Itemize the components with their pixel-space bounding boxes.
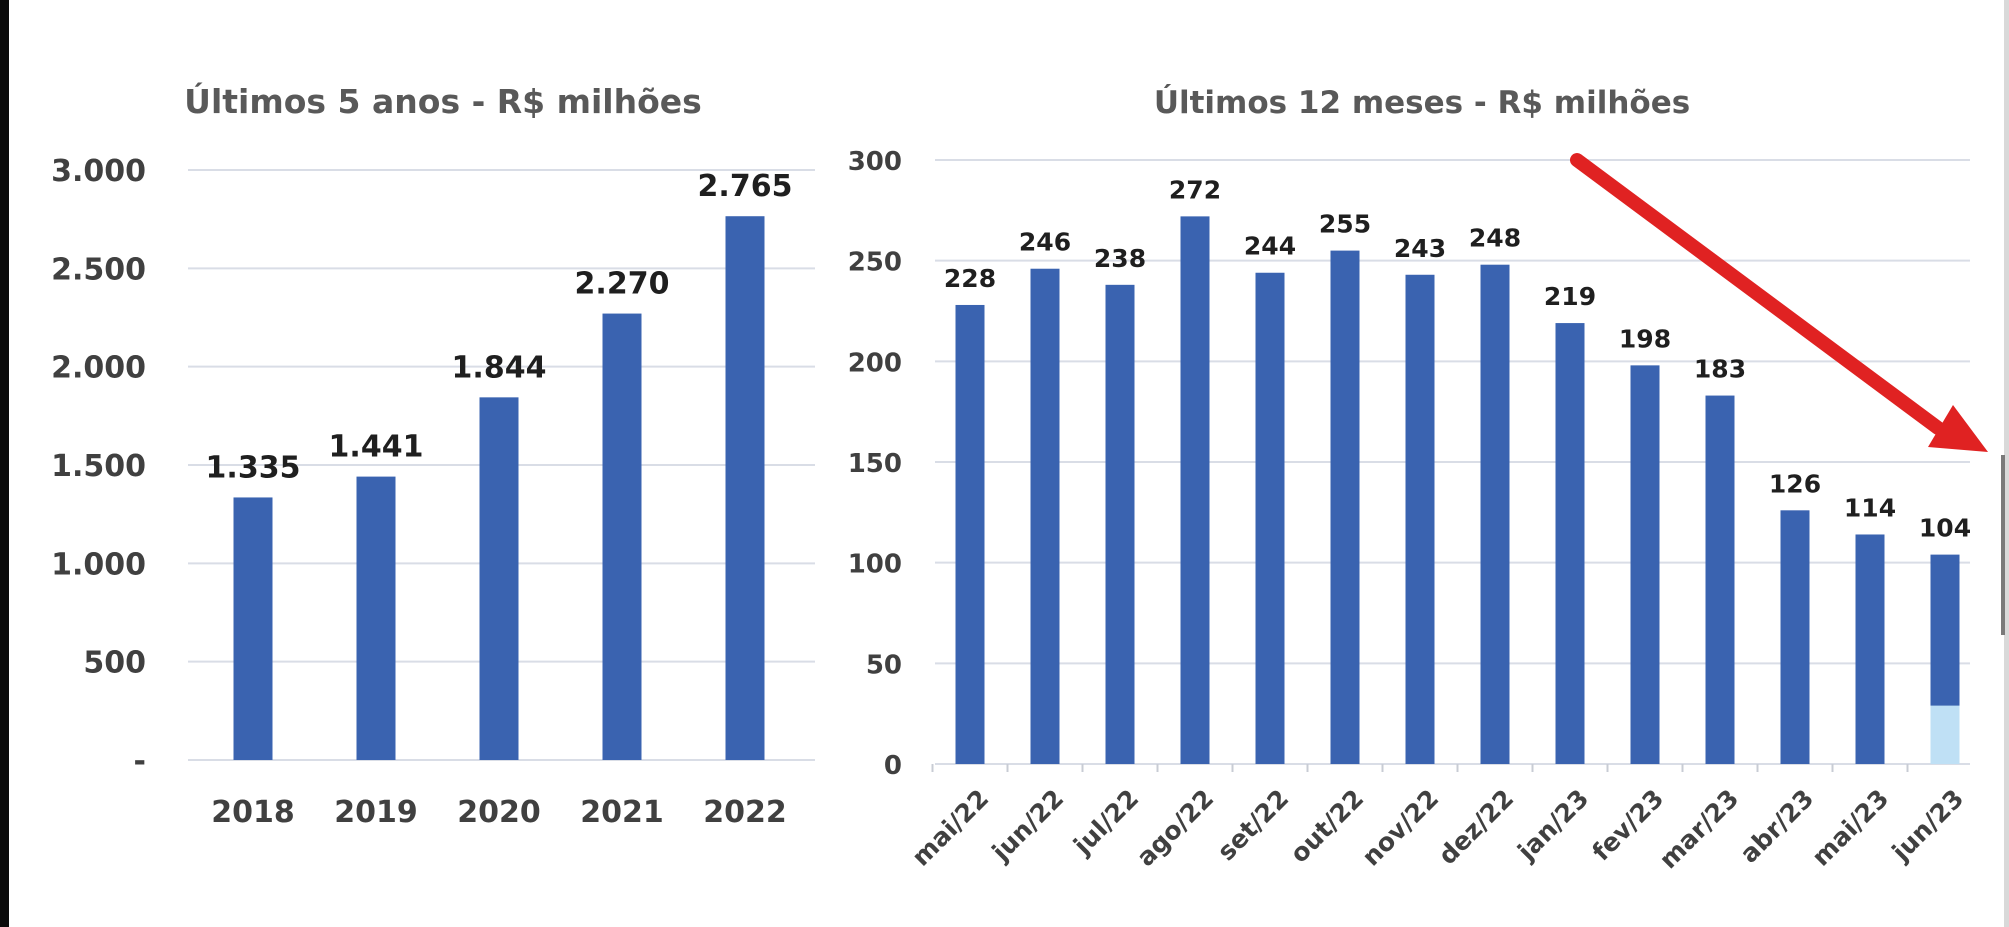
chart1-bar	[725, 216, 765, 760]
chart2-bar	[1705, 395, 1735, 764]
chart2-bar	[1030, 268, 1060, 764]
chart2-data-label: 244	[1244, 232, 1296, 261]
chart2-x-axis: mai/22jun/22jul/22ago/22set/22out/22nov/…	[906, 764, 1969, 874]
chart1-x-tick-label: 2018	[211, 795, 295, 830]
chart2-bar	[1105, 284, 1135, 764]
chart2-data-label: 228	[944, 264, 996, 293]
chart2-bar	[1255, 272, 1285, 764]
chart2-y-tick-label: 250	[848, 248, 902, 278]
chart2-bar	[1480, 264, 1510, 764]
chart2-x-tick-label: mai/23	[1806, 784, 1894, 872]
chart2-y-tick-label: 200	[848, 348, 902, 378]
chart1-bar	[233, 497, 273, 760]
chart1-title: Últimos 5 anos - R$ milhões	[184, 81, 702, 121]
chart2-bar	[1555, 323, 1585, 764]
chart2-y-axis: 0 50 100 150 200 250 300	[848, 147, 902, 781]
chart2-x-tick-label: out/22	[1284, 784, 1369, 869]
chart2-data-label: 219	[1544, 282, 1596, 311]
chart2-data-label: 126	[1769, 469, 1821, 498]
chart1-y-tick-label: 2.000	[51, 351, 146, 386]
chart2-data-label: 238	[1094, 244, 1146, 273]
chart1-x-axis: 2018 2019 2020 2021 2022	[211, 795, 787, 830]
chart2-title: Últimos 12 meses - R$ milhões	[1154, 84, 1690, 121]
chart2-data-label: 183	[1694, 355, 1746, 384]
chart2-gridlines	[935, 159, 1970, 765]
chart2-data-label: 255	[1319, 210, 1371, 239]
chart1-data-label: 2.765	[698, 169, 793, 204]
chart1-y-tick-label: -	[134, 744, 146, 779]
chart1-bar	[479, 397, 519, 760]
chart2-x-tick-label: jan/23	[1511, 784, 1594, 867]
chart2-x-tick-label: set/22	[1212, 784, 1295, 867]
chart2-data-label: 246	[1019, 228, 1071, 257]
chart1-y-tick-label: 3.000	[51, 154, 146, 189]
chart1-data-label: 1.441	[329, 430, 424, 465]
chart2-bar	[955, 304, 985, 764]
chart2-x-tick-label: mai/22	[906, 784, 994, 872]
chart-last-12-months: Últimos 12 meses - R$ milhões 0 50 100 150 2…	[848, 84, 1971, 874]
chart1-x-tick-label: 2022	[703, 795, 787, 830]
chart2-bars	[955, 216, 1960, 765]
right-edge-border	[2004, 0, 2009, 927]
chart1-y-axis: - 500 1.000 1.500 2.000 2.500 3.000	[51, 154, 146, 779]
red-trend-arrow	[1570, 153, 1988, 452]
arrow-shaft	[1570, 153, 1945, 435]
chart1-data-labels: 1.335 1.441 1.844 2.270 2.765	[206, 169, 793, 485]
chart2-data-label: 114	[1844, 493, 1896, 522]
chart2-data-label: 243	[1394, 234, 1446, 263]
chart2-data-label: 248	[1469, 224, 1521, 253]
chart2-bar	[1405, 274, 1435, 764]
chart1-bar	[356, 476, 396, 760]
chart2-y-tick-label: 150	[848, 449, 902, 479]
chart2-y-tick-label: 300	[848, 147, 902, 177]
chart2-bar	[1630, 365, 1660, 764]
chart1-y-tick-label: 1.500	[51, 449, 146, 484]
chart2-bar	[1780, 510, 1810, 764]
chart-last-5-years: Últimos 5 anos - R$ milhões - 500 1.000 1.5…	[51, 81, 815, 830]
arrow-head	[1928, 405, 1988, 452]
chart2-bar	[1855, 534, 1885, 764]
chart2-y-tick-label: 100	[848, 550, 902, 580]
chart1-x-tick-label: 2020	[457, 795, 541, 830]
chart2-x-tick-label: jun/23	[1886, 784, 1970, 868]
chart2-data-label: 198	[1619, 324, 1671, 353]
side-panel-edge	[2001, 455, 2005, 635]
chart1-data-label: 2.270	[575, 267, 670, 302]
chart2-y-tick-label: 50	[866, 650, 902, 680]
chart2-x-tick-label: abr/23	[1734, 784, 1819, 869]
chart2-x-tick-label: ago/22	[1131, 784, 1219, 872]
chart2-x-tick-label: mar/23	[1654, 784, 1745, 875]
chart1-data-label: 1.335	[206, 450, 301, 485]
chart2-bar	[1180, 216, 1210, 764]
chart1-data-label: 1.844	[452, 350, 547, 385]
chart1-y-tick-label: 1.000	[51, 547, 146, 582]
chart1-bar	[602, 313, 642, 760]
chart2-data-label: 272	[1169, 175, 1221, 204]
chart2-x-tick-label: jun/22	[986, 784, 1070, 868]
chart1-x-tick-label: 2021	[580, 795, 664, 830]
chart1-bars	[233, 216, 765, 760]
chart2-x-tick-label: nov/22	[1356, 784, 1444, 872]
left-edge-border	[0, 0, 9, 927]
chart2-bar-partial-segment	[1930, 705, 1960, 764]
chart1-x-tick-label: 2019	[334, 795, 418, 830]
chart2-x-tick-label: dez/22	[1433, 784, 1519, 870]
chart2-data-label: 104	[1919, 514, 1971, 543]
chart1-y-tick-label: 2.500	[51, 252, 146, 287]
chart2-data-labels: 228 246 238 272 244 255 243 248 219 198 183 126 114 1…	[944, 175, 1971, 542]
chart2-y-tick-label: 0	[884, 751, 902, 781]
chart2-bar	[1330, 250, 1360, 765]
chart1-y-tick-label: 500	[83, 646, 146, 681]
